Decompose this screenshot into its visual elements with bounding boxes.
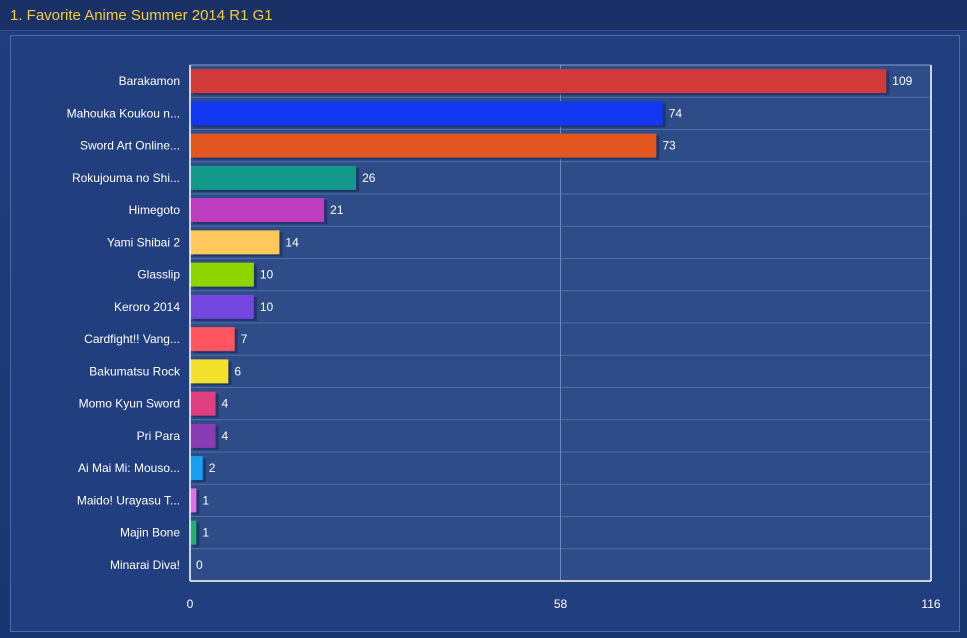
category-label: Majin Bone [120, 526, 180, 540]
value-label: 21 [330, 203, 344, 217]
value-label: 7 [241, 332, 248, 346]
value-label: 14 [285, 235, 299, 249]
category-label: Himegoto [129, 203, 181, 217]
category-label: Yami Shibai 2 [107, 235, 180, 249]
value-label: 6 [234, 364, 241, 378]
value-label: 1 [202, 526, 209, 540]
category-label: Ai Mai Mi: Mouso... [78, 461, 180, 475]
bar [190, 198, 325, 223]
x-tick-labels: 0 58 116 [187, 597, 941, 611]
bar [190, 327, 235, 352]
category-label: Sword Art Online... [80, 139, 180, 153]
value-label: 74 [669, 106, 683, 120]
bars [190, 69, 890, 547]
category-label: Mahouka Koukou n... [67, 106, 180, 120]
bar [190, 359, 229, 384]
bar [190, 391, 216, 416]
chart-title: 1. Favorite Anime Summer 2014 R1 G1 [10, 7, 273, 24]
value-label: 4 [222, 429, 229, 443]
value-label: 10 [260, 300, 274, 314]
bar [190, 133, 657, 158]
category-label: Maido! Urayasu T... [77, 493, 180, 507]
value-label: 26 [362, 171, 376, 185]
category-label: Momo Kyun Sword [79, 397, 180, 411]
value-label: 10 [260, 268, 274, 282]
bar [190, 294, 254, 319]
bar [190, 165, 357, 190]
x-tick-label: 58 [554, 597, 568, 611]
value-label: 73 [662, 139, 676, 153]
category-label: Minarai Diva! [110, 558, 180, 572]
bar [190, 262, 254, 287]
axes [189, 64, 932, 582]
x-tick-label: 0 [187, 597, 194, 611]
bar [190, 101, 663, 126]
category-label: Bakumatsu Rock [89, 364, 181, 378]
bar [190, 230, 280, 255]
value-label: 2 [209, 461, 216, 475]
title-bar: 1. Favorite Anime Summer 2014 R1 G1 [0, 0, 967, 31]
category-label: Keroro 2014 [114, 300, 180, 314]
category-label: Glasslip [137, 268, 180, 282]
category-label: Rokujouma no Shi... [72, 171, 180, 185]
value-label: 4 [222, 397, 229, 411]
category-labels: Barakamon Mahouka Koukou n... Sword Art On… [67, 74, 181, 572]
bar [190, 520, 197, 545]
category-label: Pri Para [137, 429, 181, 443]
value-label: 1 [202, 493, 209, 507]
bar [190, 423, 216, 448]
category-label: Cardfight!! Vang... [84, 332, 180, 346]
value-label: 109 [892, 74, 912, 88]
bar [190, 488, 197, 513]
bar [190, 69, 887, 94]
bar [190, 456, 203, 481]
x-tick-label: 116 [921, 597, 940, 611]
value-label: 0 [196, 558, 203, 572]
category-label: Barakamon [119, 74, 180, 88]
